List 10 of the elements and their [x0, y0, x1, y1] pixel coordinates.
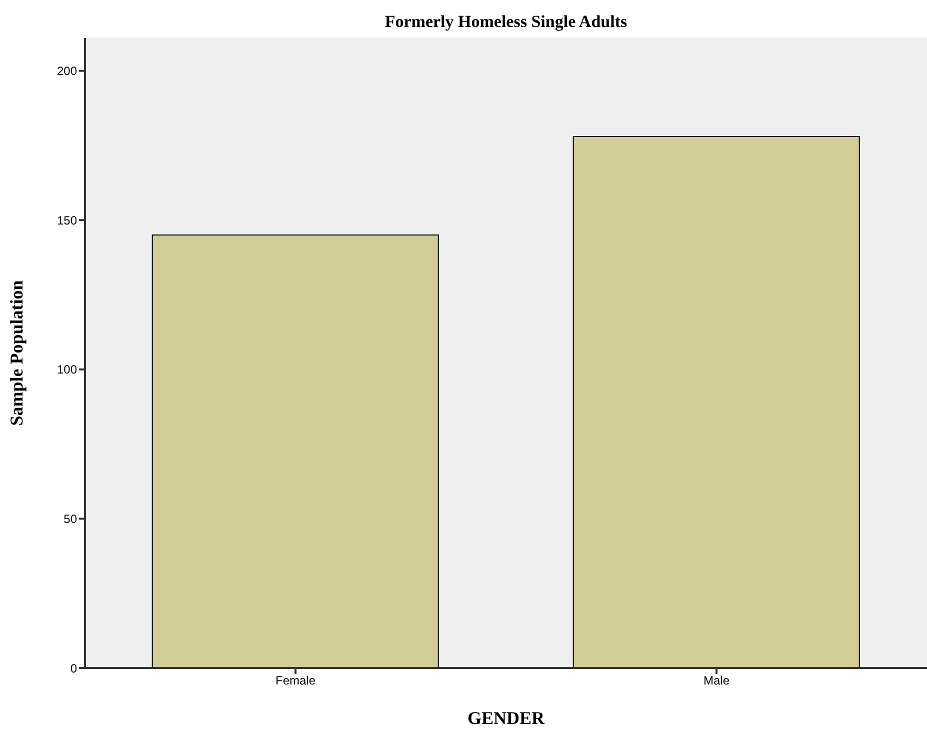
y-tick-label: 50 [64, 512, 78, 526]
y-tick-label: 150 [56, 213, 78, 228]
x-axis-title: GENDER [467, 708, 546, 728]
y-tick-label: 100 [56, 362, 78, 377]
chart-title: Formerly Homeless Single Adults [384, 12, 628, 32]
x-tick-label: Female [275, 674, 316, 688]
y-tick-label: 0 [70, 661, 78, 676]
x-tick-label: Male [703, 674, 730, 688]
y-tick-label: 200 [56, 64, 78, 78]
y-axis-title: Sample Population [6, 280, 26, 426]
